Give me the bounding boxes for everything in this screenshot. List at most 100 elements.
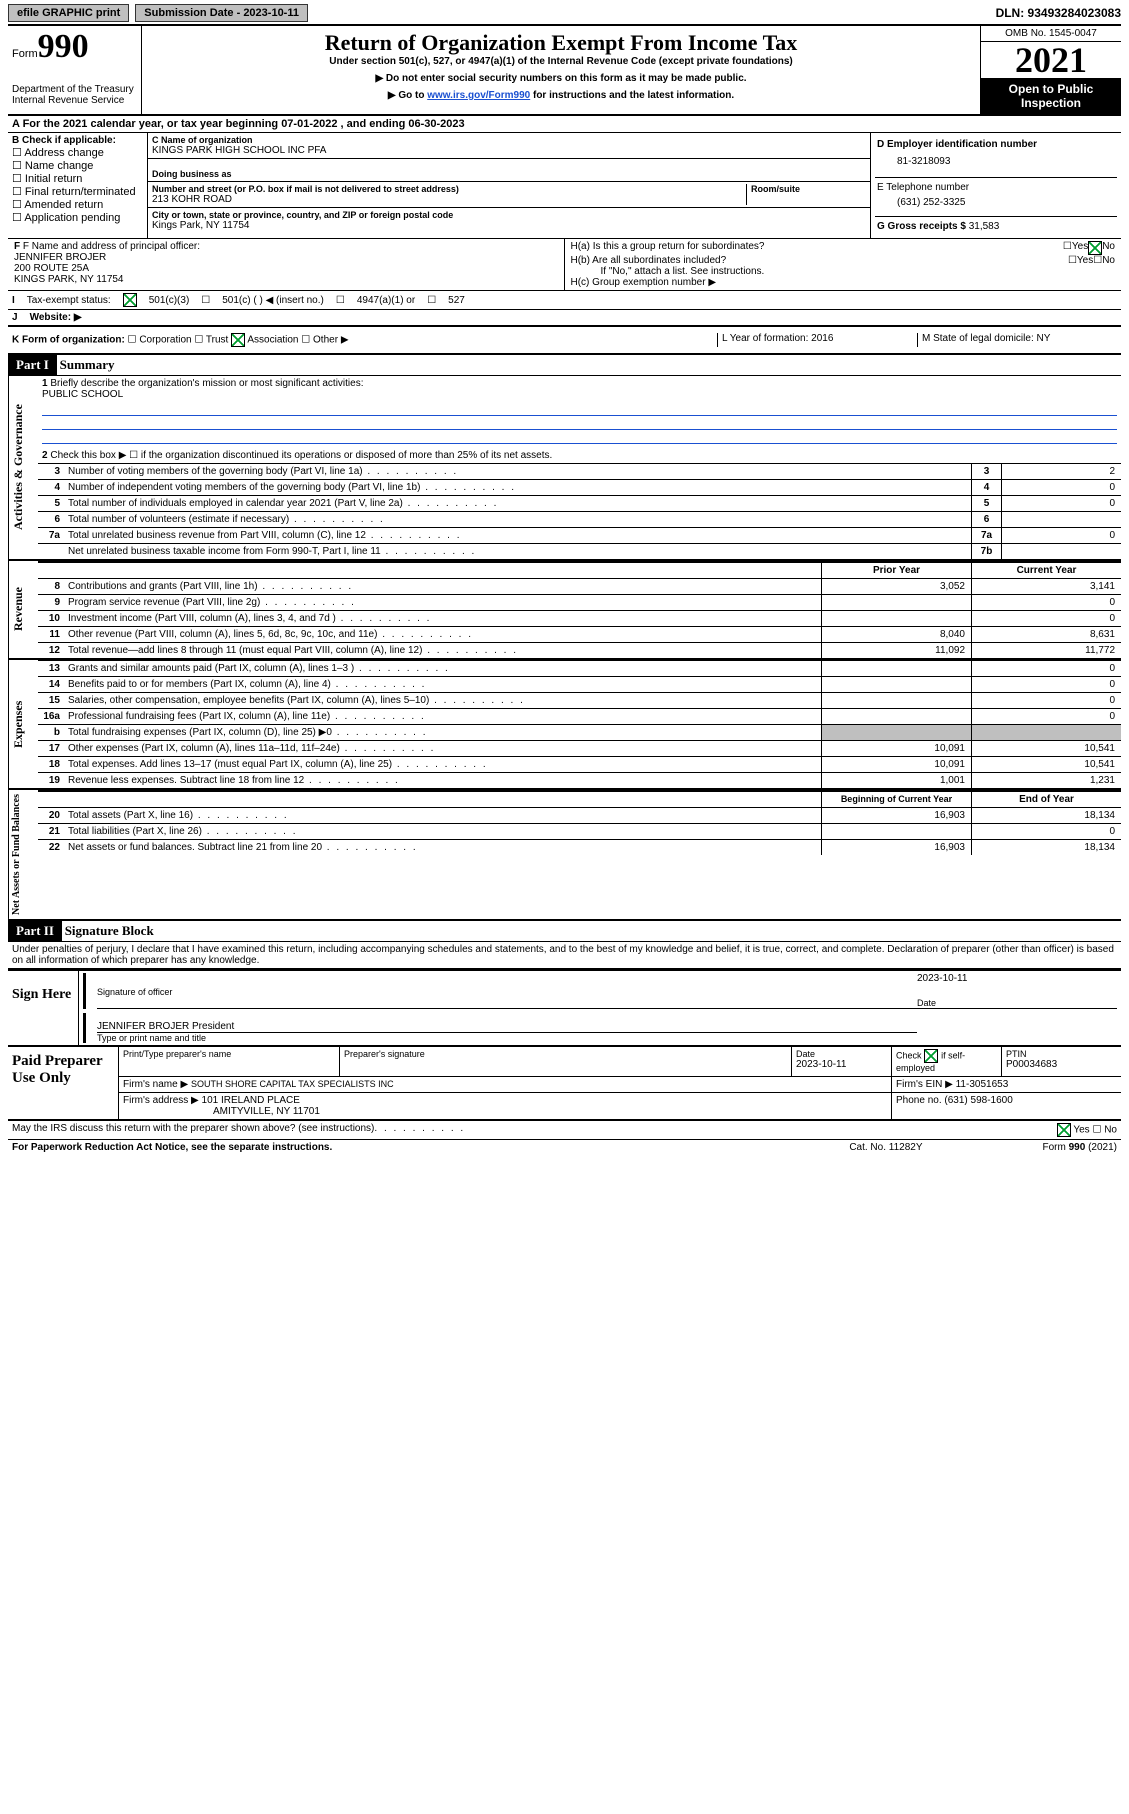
side-exp: Expenses bbox=[8, 660, 38, 788]
k-corp[interactable]: Corporation bbox=[139, 335, 191, 346]
year-formation: L Year of formation: 2016 bbox=[717, 333, 917, 347]
sig-date: 2023-10-11 bbox=[917, 973, 1117, 984]
gross-lbl: G Gross receipts $ bbox=[877, 221, 966, 232]
b-init[interactable]: Initial return bbox=[25, 173, 82, 185]
i-lbl: I bbox=[12, 295, 15, 306]
501c3: 501(c)(3) bbox=[149, 295, 190, 306]
subdate-btn[interactable]: Submission Date - 2023-10-11 bbox=[135, 4, 308, 22]
sub3-post: for instructions and the latest informat… bbox=[530, 90, 734, 101]
form-box: Form990 Department of the Treasury Inter… bbox=[8, 26, 142, 114]
sec-f: F F Name and address of principal office… bbox=[8, 239, 565, 290]
paperwork: For Paperwork Reduction Act Notice, see … bbox=[12, 1142, 332, 1153]
h-note: If "No," attach a list. See instructions… bbox=[571, 266, 1116, 277]
phone-lbl: E Telephone number bbox=[877, 182, 1115, 193]
527[interactable]: 527 bbox=[448, 295, 465, 306]
sub2: ▶ Do not enter social security numbers o… bbox=[148, 73, 974, 84]
street: 213 KOHR ROAD bbox=[152, 194, 746, 205]
501c[interactable]: 501(c) ( ) ◀ (insert no.) bbox=[222, 295, 324, 306]
sub1: Under section 501(c), 527, or 4947(a)(1)… bbox=[148, 56, 974, 67]
dba-lbl: Doing business as bbox=[152, 169, 866, 179]
part1-hdr: Part I bbox=[8, 355, 57, 375]
side-bal: Net Assets or Fund Balances bbox=[8, 790, 38, 919]
beg-hdr: Beginning of Current Year bbox=[821, 792, 971, 807]
i-txt: Tax-exempt status: bbox=[27, 295, 111, 306]
ptin: P00034683 bbox=[1006, 1059, 1117, 1070]
cur-hdr: Current Year bbox=[971, 563, 1121, 578]
b-addr[interactable]: Address change bbox=[24, 147, 104, 159]
col-d: D Employer identification number81-32180… bbox=[871, 133, 1121, 238]
line-a: A For the 2021 calendar year, or tax yea… bbox=[8, 116, 1121, 133]
ha-yes[interactable]: Yes bbox=[1072, 241, 1088, 255]
prep-date-lbl: Date bbox=[796, 1049, 887, 1059]
501c3-chk[interactable] bbox=[123, 293, 137, 307]
officer-addr1: 200 ROUTE 25A bbox=[14, 263, 558, 274]
website: Website: ▶ bbox=[30, 312, 82, 323]
may-yes: Yes bbox=[1073, 1125, 1089, 1136]
form-990: 990 bbox=[38, 28, 89, 65]
ha-no: No bbox=[1102, 241, 1115, 255]
ha-no-chk[interactable] bbox=[1088, 241, 1102, 255]
mission: PUBLIC SCHOOL bbox=[42, 389, 123, 400]
chk-lbl: Check bbox=[896, 1051, 922, 1061]
firm-ph-lbl: Phone no. bbox=[896, 1095, 942, 1106]
ptin-lbl: PTIN bbox=[1006, 1049, 1117, 1059]
hb-no[interactable]: No bbox=[1102, 255, 1115, 266]
room-lbl: Room/suite bbox=[751, 184, 866, 194]
date-lbl: Date bbox=[917, 984, 1117, 1009]
prep-date: 2023-10-11 bbox=[796, 1059, 887, 1070]
side-rev: Revenue bbox=[8, 561, 38, 658]
col-c: C Name of organizationKINGS PARK HIGH SC… bbox=[148, 133, 871, 238]
j-lbl: J bbox=[12, 312, 18, 323]
may-yes-chk[interactable] bbox=[1057, 1123, 1071, 1137]
b-app[interactable]: Application pending bbox=[24, 212, 120, 224]
b-final[interactable]: Final return/terminated bbox=[25, 186, 136, 198]
k-other[interactable]: Other ▶ bbox=[313, 335, 348, 346]
self-emp-chk[interactable] bbox=[924, 1049, 938, 1063]
domicile: M State of legal domicile: NY bbox=[917, 333, 1117, 347]
firm-addr1: 101 IRELAND PLACE bbox=[202, 1095, 300, 1106]
form-title: Return of Organization Exempt From Incom… bbox=[148, 30, 974, 56]
col-b: B Check if applicable: ☐ Address change … bbox=[8, 133, 148, 238]
k-assoc: Association bbox=[247, 335, 298, 346]
dln: DLN: 93493284023083 bbox=[996, 6, 1121, 20]
sec-h: H(a) Is this a group return for subordin… bbox=[565, 239, 1122, 290]
l2: Check this box ▶ ☐ if the organization d… bbox=[50, 450, 552, 461]
b-name[interactable]: Name change bbox=[25, 160, 94, 172]
ein: 81-3218093 bbox=[877, 150, 1115, 173]
end-hdr: End of Year bbox=[971, 792, 1121, 807]
city-lbl: City or town, state or province, country… bbox=[152, 210, 866, 220]
l1-txt: Briefly describe the organization's miss… bbox=[50, 378, 363, 389]
4947[interactable]: 4947(a)(1) or bbox=[357, 295, 415, 306]
declaration: Under penalties of perjury, I declare th… bbox=[8, 942, 1121, 969]
part2-hdr: Part II bbox=[8, 921, 62, 941]
firm-addr2: AMITYVILLE, NY 11701 bbox=[123, 1106, 320, 1117]
part2-title: Signature Block bbox=[65, 923, 154, 938]
ha: H(a) Is this a group return for subordin… bbox=[571, 241, 1063, 255]
irs-link[interactable]: www.irs.gov/Form990 bbox=[427, 90, 530, 101]
tax-year: 2021 bbox=[981, 42, 1121, 78]
may-no[interactable]: No bbox=[1104, 1125, 1117, 1136]
org-name: KINGS PARK HIGH SCHOOL INC PFA bbox=[152, 145, 866, 156]
paid-title: Paid Preparer Use Only bbox=[8, 1047, 118, 1119]
k-trust[interactable]: Trust bbox=[206, 335, 228, 346]
open-public: Open to Public Inspection bbox=[981, 78, 1121, 114]
prep-name-lbl: Print/Type preparer's name bbox=[119, 1047, 339, 1076]
sign-here: Sign Here bbox=[8, 971, 78, 1045]
street-lbl: Number and street (or P.O. box if mail i… bbox=[152, 184, 746, 194]
may-discuss: May the IRS discuss this return with the… bbox=[12, 1123, 374, 1137]
k-assoc-chk[interactable] bbox=[231, 333, 245, 347]
officer-sig: JENNIFER BROJER President bbox=[97, 1013, 917, 1033]
dept: Department of the Treasury Internal Reve… bbox=[12, 84, 137, 106]
l1-num: 1 bbox=[42, 378, 48, 389]
side-gov: Activities & Governance bbox=[8, 376, 38, 559]
part1-title: Summary bbox=[60, 357, 115, 372]
k-lbl: K Form of organization: bbox=[12, 335, 125, 346]
hb-yes[interactable]: Yes bbox=[1077, 255, 1093, 266]
year-box: OMB No. 1545-0047 2021 Open to Public In… bbox=[981, 26, 1121, 114]
prior-hdr: Prior Year bbox=[821, 563, 971, 578]
efile-btn[interactable]: efile GRAPHIC print bbox=[8, 4, 129, 22]
firm-addr-lbl: Firm's address ▶ bbox=[123, 1095, 199, 1106]
c-name-lbl: C Name of organization bbox=[152, 135, 866, 145]
form-word: Form bbox=[12, 48, 38, 60]
b-amend[interactable]: Amended return bbox=[24, 199, 103, 211]
